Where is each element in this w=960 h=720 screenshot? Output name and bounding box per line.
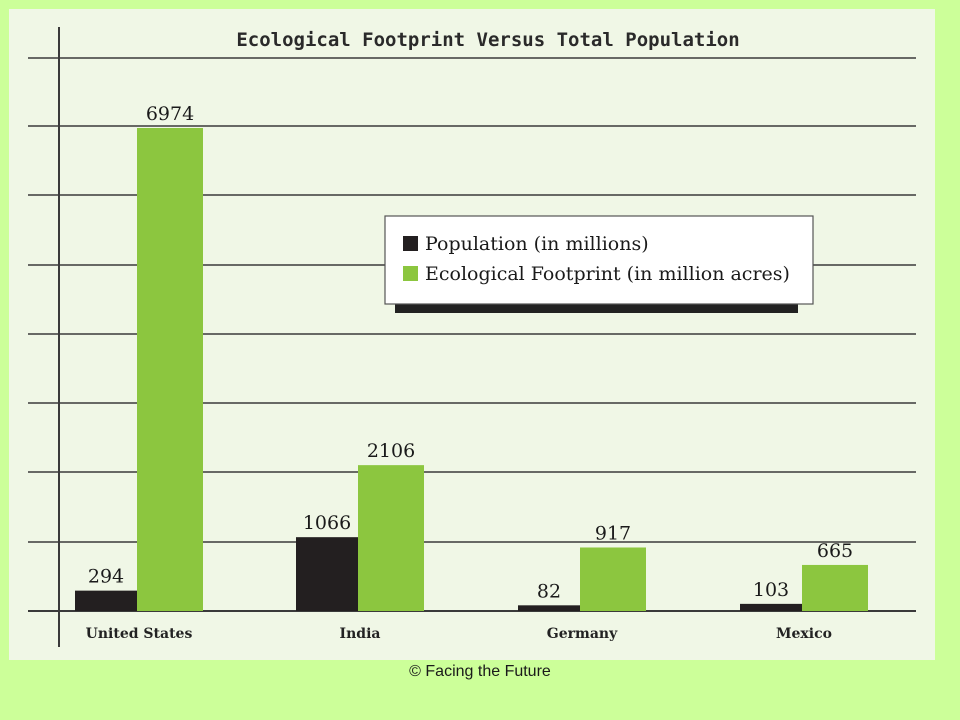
bar-footprint: [358, 465, 424, 611]
legend-label-population: Population (in millions): [425, 233, 649, 255]
category-label: United States: [86, 626, 193, 642]
category-label: India: [340, 626, 381, 642]
value-label-footprint: 917: [595, 522, 631, 544]
category-label: Mexico: [776, 626, 832, 642]
bar-footprint: [580, 547, 646, 611]
bar-population: [518, 605, 580, 611]
bar-footprint: [802, 564, 868, 611]
value-label-footprint: 2106: [367, 440, 415, 462]
value-label-population: 82: [537, 580, 561, 602]
legend-swatch-population: [403, 236, 418, 251]
credit-text: © Facing the Future: [409, 663, 551, 680]
chart-panel: Ecological Footprint Versus Total Popula…: [9, 9, 935, 660]
bar-chart: Ecological Footprint Versus Total Popula…: [28, 27, 916, 647]
value-label-footprint: 6974: [146, 103, 194, 125]
legend-box: [384, 215, 814, 305]
bars: [75, 128, 868, 611]
legend-swatch-footprint: [403, 266, 418, 281]
value-label-population: 103: [753, 579, 789, 601]
bar-population: [296, 537, 358, 611]
value-label-footprint: 665: [817, 540, 853, 562]
value-label-population: 1066: [303, 512, 351, 534]
legend-label-footprint: Ecological Footprint (in million acres): [425, 263, 790, 285]
bar-population: [740, 603, 802, 611]
legend: Population (in millions) Ecological Foot…: [384, 215, 814, 313]
category-label: Germany: [547, 626, 618, 642]
value-label-population: 294: [88, 566, 124, 588]
chart-title: Ecological Footprint Versus Total Popula…: [236, 29, 739, 51]
bar-population: [75, 590, 137, 611]
category-labels: United States India Germany Mexico: [86, 626, 832, 642]
bar-footprint: [137, 128, 203, 611]
value-labels: 294 6974 1066 2106 82 917 103 665: [88, 103, 853, 602]
